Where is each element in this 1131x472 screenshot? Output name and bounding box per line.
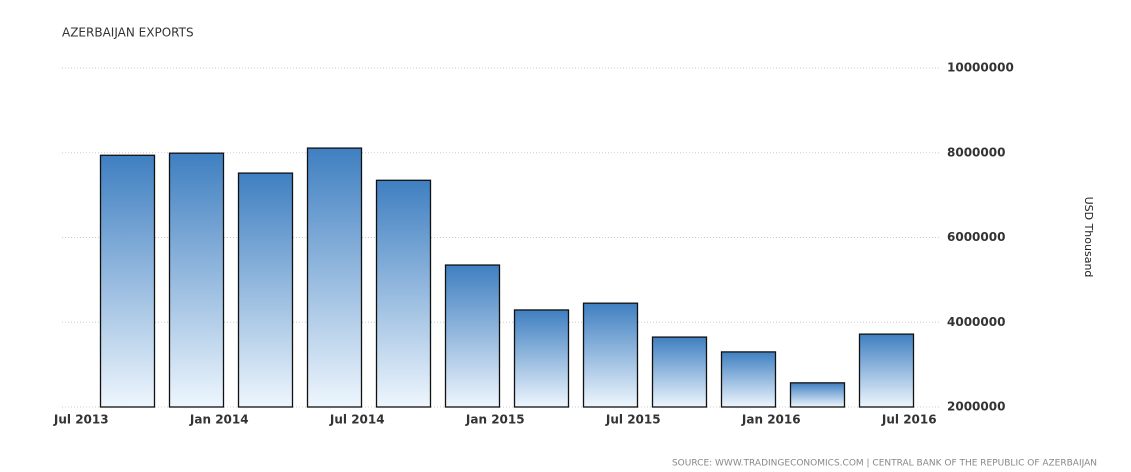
x-tick-label: Jul 2016	[881, 413, 937, 427]
bar	[237, 172, 294, 408]
source: SOURCE: WWW.TRADINGECONOMICS.COM | CENTR…	[672, 459, 1097, 469]
y-tick-label: 2000000	[947, 400, 1005, 414]
x-tick-label: Jul 2014	[329, 413, 385, 427]
x-tick-label: Jul 2015	[605, 413, 661, 427]
y-tick-label: 8000000	[947, 145, 1005, 159]
bar	[99, 154, 156, 408]
bar	[168, 152, 225, 408]
x-tick-label: Jan 2014	[189, 413, 249, 427]
bar	[789, 382, 846, 408]
x-tick-label: Jan 2015	[465, 413, 525, 427]
bar	[375, 179, 432, 408]
bar	[444, 264, 501, 408]
x-tick-label: Jul 2013	[53, 413, 109, 427]
y-tick-label: 10000000	[947, 61, 1014, 75]
y-tick-label: 6000000	[947, 230, 1005, 244]
bar	[651, 336, 708, 408]
y-axis-label: USD Thousand	[1082, 197, 1095, 278]
bar	[720, 351, 777, 408]
bar	[858, 333, 915, 408]
x-tick-label: Jan 2016	[741, 413, 801, 427]
bar	[513, 309, 570, 408]
bar	[306, 147, 363, 408]
bar	[582, 302, 639, 408]
chart-title: AZERBAIJAN EXPORTS	[62, 26, 194, 40]
y-tick-label: 4000000	[947, 315, 1005, 329]
